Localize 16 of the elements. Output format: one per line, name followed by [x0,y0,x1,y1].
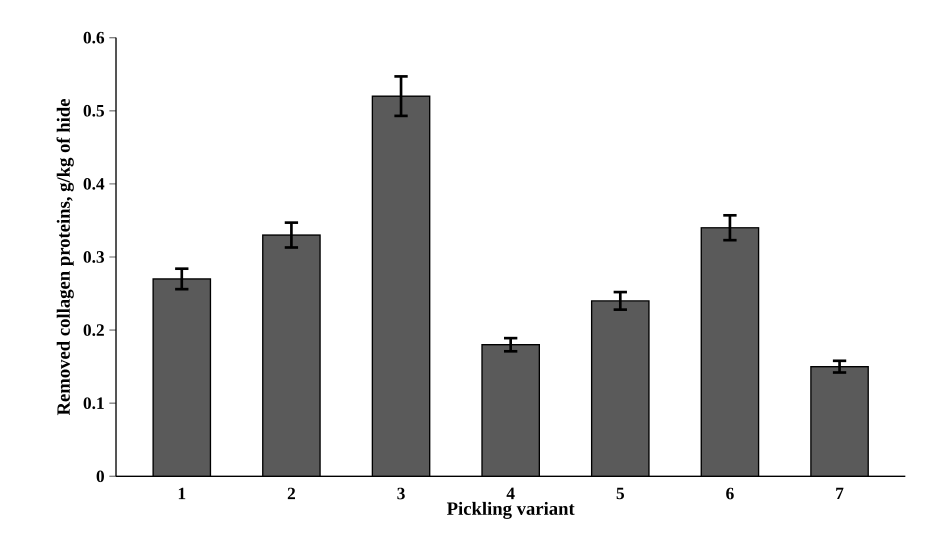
y-tick-label: 0.5 [84,104,104,117]
x-tick-label: 4 [506,488,515,500]
y-tick-label: 0.6 [84,32,104,44]
y-tick-label: 0.2 [84,324,104,336]
y-tick-label: 0.1 [84,397,104,410]
x-tick-label: 2 [288,488,296,500]
x-tick-label: 5 [616,488,624,500]
y-tick-label: 0.4 [84,178,104,190]
x-tick-label: 1 [178,488,186,500]
y-axis-title: Removed collagen proteins, g/kg of hide [56,98,74,416]
y-tick-label: 0 [96,470,104,482]
x-axis-title: Pickling variant [446,502,575,519]
y-tick-label: 0.3 [84,251,104,263]
x-tick-label: 6 [726,488,734,500]
x-tick-label: 3 [397,488,405,500]
x-tick-label: 7 [836,488,844,500]
